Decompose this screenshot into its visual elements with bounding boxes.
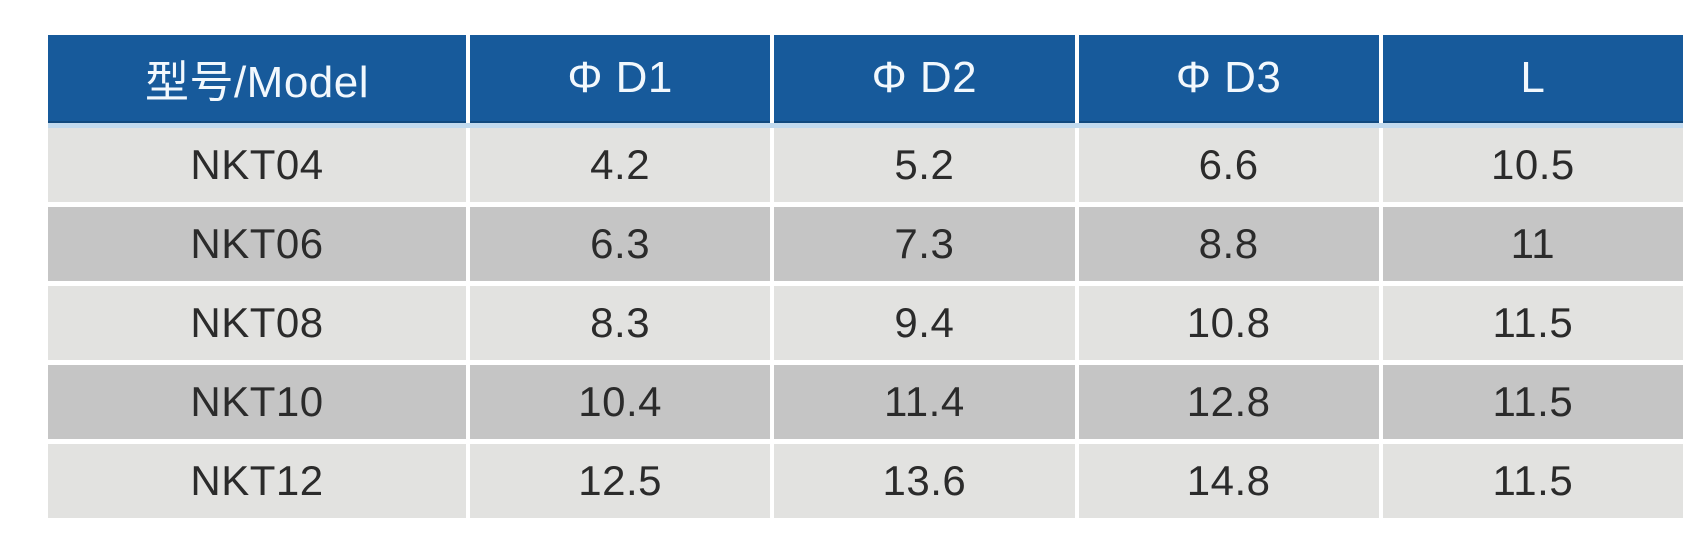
value-cell-d3: 6.6 — [1078, 128, 1379, 202]
value-cell-d2: 9.4 — [774, 286, 1075, 360]
value-cell-d2: 7.3 — [774, 207, 1075, 281]
value-cell-d3: 14.8 — [1078, 444, 1379, 518]
model-cell: NKT08 — [48, 286, 466, 360]
header-cell-d2: Φ D2 — [774, 35, 1075, 123]
value-cell-d3: 8.8 — [1078, 207, 1379, 281]
value-cell-d2: 13.6 — [774, 444, 1075, 518]
table-row: NKT08 8.3 9.4 10.8 11.5 — [48, 286, 1683, 360]
model-cell: NKT10 — [48, 365, 466, 439]
table-row: NKT12 12.5 13.6 14.8 11.5 — [48, 444, 1683, 518]
spec-table: 型号/Model Φ D1 Φ D2 Φ D3 L NKT04 4.2 5.2 6.6… — [48, 35, 1683, 518]
header-cell-d1: Φ D1 — [470, 35, 771, 123]
value-cell-l: 11.5 — [1382, 365, 1683, 439]
value-cell-d1: 6.3 — [470, 207, 771, 281]
value-cell-l: 11.5 — [1382, 444, 1683, 518]
header-cell-model: 型号/Model — [48, 35, 466, 123]
value-cell-d1: 10.4 — [470, 365, 771, 439]
value-cell-d3: 12.8 — [1078, 365, 1379, 439]
value-cell-d1: 12.5 — [470, 444, 771, 518]
value-cell-l: 11 — [1382, 207, 1683, 281]
model-cell: NKT12 — [48, 444, 466, 518]
value-cell-d1: 8.3 — [470, 286, 771, 360]
value-cell-d2: 11.4 — [774, 365, 1075, 439]
model-cell: NKT06 — [48, 207, 466, 281]
table-row: NKT04 4.2 5.2 6.6 10.5 — [48, 128, 1683, 202]
header-cell-d3: Φ D3 — [1078, 35, 1379, 123]
table-header-row: 型号/Model Φ D1 Φ D2 Φ D3 L — [48, 35, 1683, 128]
table-row: NKT10 10.4 11.4 12.8 11.5 — [48, 365, 1683, 439]
model-cell: NKT04 — [48, 128, 466, 202]
value-cell-d3: 10.8 — [1078, 286, 1379, 360]
value-cell-l: 10.5 — [1382, 128, 1683, 202]
table-row: NKT06 6.3 7.3 8.8 11 — [48, 207, 1683, 281]
value-cell-l: 11.5 — [1382, 286, 1683, 360]
table-body: NKT04 4.2 5.2 6.6 10.5 NKT06 6.3 7.3 8.8 11 NKT08 8… — [48, 128, 1683, 518]
value-cell-d1: 4.2 — [470, 128, 771, 202]
header-cell-l: L — [1382, 35, 1683, 123]
value-cell-d2: 5.2 — [774, 128, 1075, 202]
